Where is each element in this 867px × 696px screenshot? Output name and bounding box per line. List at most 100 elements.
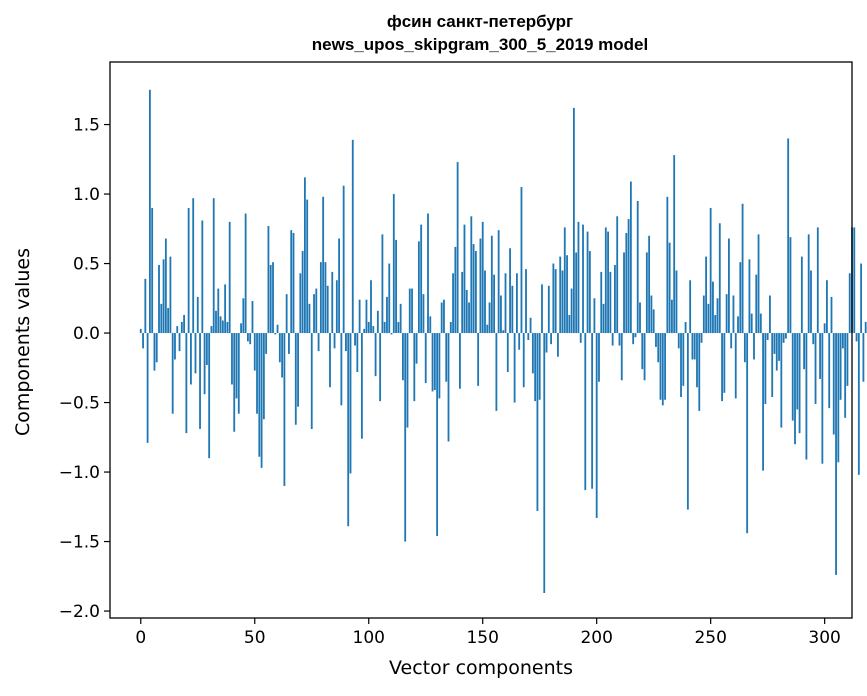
bar — [529, 317, 532, 334]
bar — [800, 256, 803, 334]
bar — [381, 234, 384, 334]
bar — [176, 326, 179, 334]
bar — [855, 333, 858, 342]
bar — [406, 333, 409, 428]
bar — [292, 232, 295, 334]
bar — [702, 295, 705, 334]
bar — [643, 333, 646, 381]
bar — [447, 333, 450, 442]
bar — [543, 333, 546, 593]
bar — [527, 333, 530, 340]
x-tick-label: 300 — [808, 628, 840, 648]
bar — [750, 313, 753, 334]
bar — [443, 299, 445, 334]
bar — [739, 262, 742, 334]
bar — [217, 288, 220, 334]
bar — [591, 333, 594, 489]
bar — [541, 284, 543, 334]
y-tick-label: −0.5 — [59, 394, 100, 414]
bar — [397, 321, 400, 334]
bar — [235, 333, 238, 399]
bar — [796, 333, 799, 410]
bar — [272, 262, 274, 334]
bar — [513, 333, 516, 403]
bar — [684, 321, 687, 334]
bar — [566, 255, 568, 334]
bar — [452, 273, 454, 334]
bar — [712, 281, 714, 334]
bar — [538, 333, 541, 400]
bar — [846, 333, 849, 386]
bar — [534, 333, 537, 402]
bar — [158, 264, 160, 334]
bar — [212, 198, 215, 334]
bar — [762, 333, 764, 471]
bar — [650, 295, 653, 334]
bar — [718, 223, 721, 334]
bar — [333, 333, 336, 349]
bar — [716, 298, 719, 334]
bar — [301, 251, 304, 334]
bar — [664, 333, 666, 400]
bar — [495, 333, 498, 411]
bar — [819, 333, 821, 379]
bar — [199, 333, 201, 429]
bar — [265, 333, 268, 354]
bar — [816, 227, 819, 334]
x-tick-label: 200 — [580, 628, 612, 648]
bar — [461, 271, 464, 334]
bar — [288, 333, 290, 354]
bar — [454, 246, 457, 334]
bar — [629, 181, 632, 334]
bar — [830, 296, 833, 334]
bar — [171, 333, 174, 414]
bar — [299, 273, 302, 334]
bar — [392, 194, 395, 334]
bar — [431, 333, 434, 392]
bar — [515, 273, 518, 334]
bar — [794, 333, 796, 445]
bar — [210, 326, 213, 334]
x-tick-label: 50 — [244, 628, 266, 648]
bar — [208, 333, 211, 459]
bar — [436, 333, 439, 536]
bar — [709, 207, 712, 334]
bar — [358, 299, 361, 334]
bar — [547, 285, 550, 334]
bar — [472, 244, 475, 334]
bar — [260, 333, 263, 468]
bar — [520, 187, 523, 334]
bar — [402, 333, 404, 381]
bar — [675, 270, 678, 334]
bar — [522, 333, 525, 388]
bar — [814, 333, 817, 404]
bar — [525, 269, 527, 334]
bar — [424, 333, 427, 384]
bar — [372, 326, 375, 334]
bar — [504, 273, 507, 334]
bar — [798, 333, 801, 434]
bar — [841, 333, 844, 349]
bar — [317, 333, 320, 352]
bar — [244, 213, 247, 334]
bar — [386, 296, 388, 334]
bar — [322, 196, 325, 334]
bar — [705, 256, 708, 334]
bar — [575, 252, 578, 334]
bar — [215, 310, 217, 334]
bar — [844, 333, 847, 418]
chart-subtitle: news_upos_skipgram_300_5_2019 model — [311, 35, 649, 54]
bar — [791, 333, 794, 421]
bar — [192, 198, 195, 334]
bar — [737, 316, 739, 334]
bar — [666, 196, 669, 334]
bar — [290, 230, 293, 334]
bar — [465, 289, 468, 334]
bar — [283, 333, 286, 486]
bar — [572, 107, 575, 334]
bar — [693, 333, 696, 360]
bar — [468, 302, 470, 334]
bar — [807, 234, 810, 334]
bar — [734, 333, 737, 399]
bar — [518, 333, 521, 350]
